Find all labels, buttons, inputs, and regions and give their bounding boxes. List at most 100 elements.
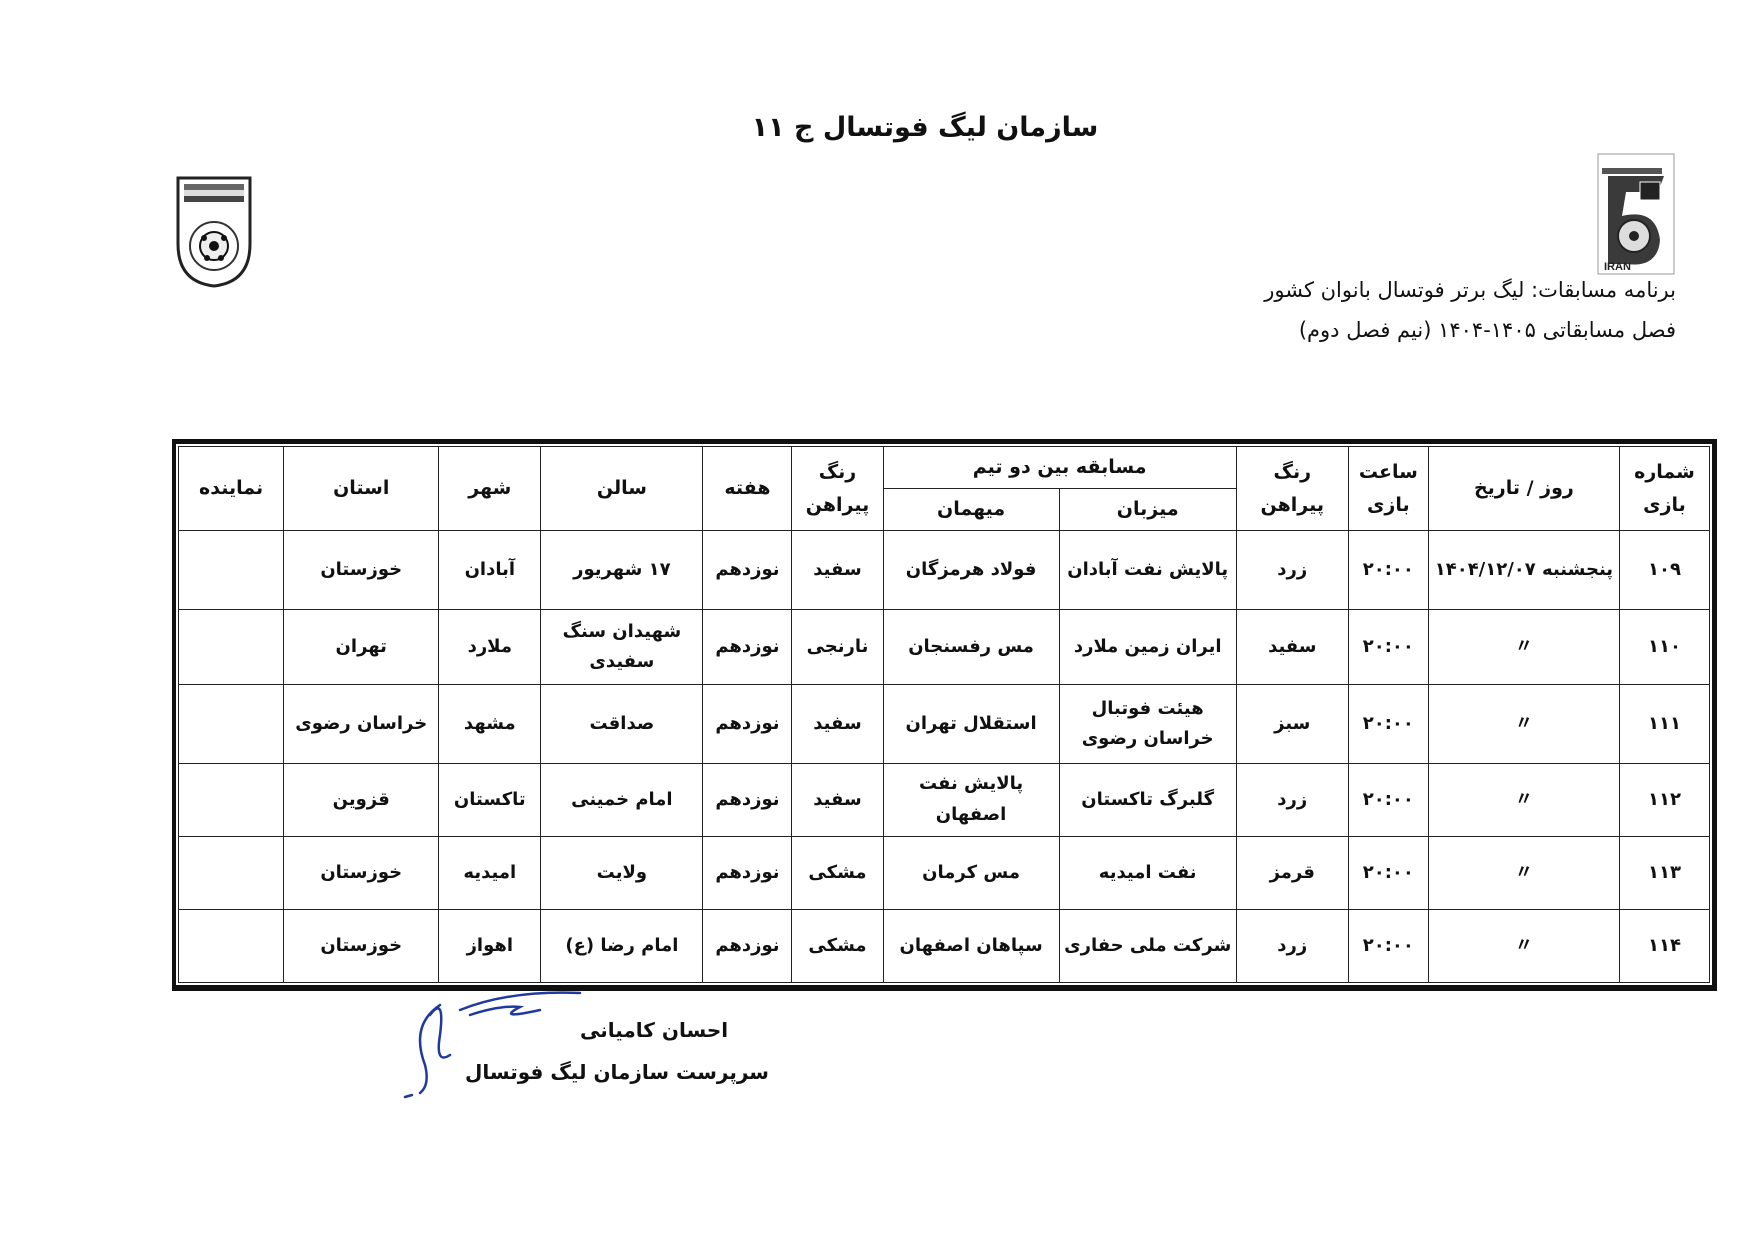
cell-date: 〃: [1427, 684, 1620, 765]
cell-game-no: ۱۱۴: [1618, 909, 1711, 983]
cell-guest: مس کرمان: [882, 835, 1060, 911]
cell-host: گلبرگ تاکستان: [1058, 763, 1237, 837]
cell-representative: [177, 909, 285, 983]
cell-host-shirt: سفید: [1235, 608, 1349, 686]
cell-hall: امام خمینی: [540, 763, 704, 837]
cell-host: شرکت ملی حفاری: [1058, 909, 1237, 983]
cell-week: نوزدهم: [702, 909, 793, 983]
header-representative: نماینده: [177, 446, 285, 531]
schedule-table-frame: شماره بازی روز / تاریخ ساعت بازی رنگ پیر…: [172, 439, 1717, 991]
cell-representative: [177, 763, 285, 837]
cell-representative: [177, 608, 285, 686]
cell-province: خوزستان: [283, 835, 440, 911]
header-match-group: مسابقه بین دو تیم: [882, 446, 1237, 489]
cell-host-shirt: زرد: [1235, 763, 1349, 837]
header-city: شهر: [438, 446, 542, 531]
cell-guest: استقلال تهران: [882, 684, 1060, 765]
program-line: برنامه مسابقات: لیگ برتر فوتسال بانوان ک…: [1264, 278, 1676, 302]
cell-guest-shirt: سفید: [791, 763, 884, 837]
table-row: ۱۰۹ پنجشنبه ۱۴۰۴/۱۲/۰۷ ۲۰:۰۰ زرد پالایش نفت …: [177, 530, 1711, 610]
cell-host: ایران زمین ملارد: [1058, 608, 1237, 686]
cell-guest-shirt: سفید: [791, 530, 884, 610]
cell-hall: صداقت: [540, 684, 704, 765]
cell-guest: فولاد هرمزگان: [882, 530, 1060, 610]
cell-hall: ولایت: [540, 835, 704, 911]
schedule-table: شماره بازی روز / تاریخ ساعت بازی رنگ پیر…: [177, 446, 1711, 983]
cell-game-no: ۱۱۳: [1618, 835, 1711, 911]
cell-city: اهواز: [438, 909, 542, 983]
cell-week: نوزدهم: [702, 835, 793, 911]
cell-date: 〃: [1427, 909, 1620, 983]
cell-week: نوزدهم: [702, 608, 793, 686]
cell-game-no: ۱۱۱: [1618, 684, 1711, 765]
signatory-role: سرپرست سازمان لیگ فوتسال: [465, 1060, 769, 1084]
header-host-shirt: رنگ پیراهن: [1235, 446, 1349, 531]
cell-guest-shirt: سفید: [791, 684, 884, 765]
cell-province: قزوین: [283, 763, 440, 837]
header-game-no: شماره بازی: [1618, 446, 1711, 531]
header-hall: سالن: [540, 446, 704, 531]
cell-date: پنجشنبه ۱۴۰۴/۱۲/۰۷: [1427, 530, 1620, 610]
cell-guest-shirt: نارنجی: [791, 608, 884, 686]
cell-guest: مس رفسنجان: [882, 608, 1060, 686]
table-row: ۱۱۲ 〃 ۲۰:۰۰ زرد گلبرگ تاکستان پالایش نفت اصفه…: [177, 763, 1711, 837]
header-host: میزبان: [1058, 488, 1237, 531]
table-row: ۱۱۱ 〃 ۲۰:۰۰ سبز هیئت فوتبال خراسان رضوی استقل…: [177, 684, 1711, 765]
header-week: هفته: [702, 446, 793, 531]
cell-host: پالایش نفت آبادان: [1058, 530, 1237, 610]
page-title: سازمان لیگ فوتسال ج ۱۱: [751, 112, 1099, 143]
cell-representative: [177, 684, 285, 765]
cell-guest: پالایش نفت اصفهان: [882, 763, 1060, 837]
cell-date: 〃: [1427, 835, 1620, 911]
cell-province: خوزستان: [283, 530, 440, 610]
cell-time: ۲۰:۰۰: [1347, 835, 1429, 911]
futsal-league-logo: IRAN: [1597, 153, 1675, 275]
cell-host: نفت امیدیه: [1058, 835, 1237, 911]
cell-representative: [177, 835, 285, 911]
cell-city: آبادان: [438, 530, 542, 610]
cell-time: ۲۰:۰۰: [1347, 909, 1429, 983]
cell-time: ۲۰:۰۰: [1347, 530, 1429, 610]
svg-text:IRAN: IRAN: [1604, 261, 1631, 273]
cell-province: تهران: [283, 608, 440, 686]
cell-game-no: ۱۱۲: [1618, 763, 1711, 837]
cell-guest: سپاهان اصفهان: [882, 909, 1060, 983]
cell-guest-shirt: مشکی: [791, 835, 884, 911]
cell-representative: [177, 530, 285, 610]
cell-province: خوزستان: [283, 909, 440, 983]
header-date: روز / تاریخ: [1427, 446, 1620, 531]
table-row: ۱۱۰ 〃 ۲۰:۰۰ سفید ایران زمین ملارد مس رفسنجان ن…: [177, 608, 1711, 686]
cell-host-shirt: زرد: [1235, 530, 1349, 610]
cell-time: ۲۰:۰۰: [1347, 763, 1429, 837]
cell-week: نوزدهم: [702, 530, 793, 610]
cell-time: ۲۰:۰۰: [1347, 684, 1429, 765]
signatory-name: احسان کامیانی: [580, 1018, 729, 1042]
signature: [403, 991, 582, 1099]
cell-city: تاکستان: [438, 763, 542, 837]
cell-city: مشهد: [438, 684, 542, 765]
cell-game-no: ۱۱۰: [1618, 608, 1711, 686]
cell-host-shirt: زرد: [1235, 909, 1349, 983]
table-row: ۱۱۴ 〃 ۲۰:۰۰ زرد شرکت ملی حفاری سپاهان اصفهان م…: [177, 909, 1711, 983]
cell-hall: ۱۷ شهریور: [540, 530, 704, 610]
cell-date: 〃: [1427, 608, 1620, 686]
cell-host-shirt: قرمز: [1235, 835, 1349, 911]
cell-city: امیدیه: [438, 835, 542, 911]
cell-game-no: ۱۰۹: [1618, 530, 1711, 610]
cell-hall: امام رضا (ع): [540, 909, 704, 983]
cell-week: نوزدهم: [702, 763, 793, 837]
cell-guest-shirt: مشکی: [791, 909, 884, 983]
cell-host-shirt: سبز: [1235, 684, 1349, 765]
header-time: ساعت بازی: [1347, 446, 1429, 531]
cell-date: 〃: [1427, 763, 1620, 837]
header-province: استان: [283, 446, 440, 531]
football-federation-logo: [176, 176, 252, 288]
cell-city: ملارد: [438, 608, 542, 686]
season-line: فصل مسابقاتی ۱۴۰۵-۱۴۰۴ (نیم فصل دوم): [1298, 318, 1676, 342]
cell-province: خراسان رضوی: [283, 684, 440, 765]
cell-time: ۲۰:۰۰: [1347, 608, 1429, 686]
header-guest: میهمان: [882, 488, 1060, 531]
cell-host: هیئت فوتبال خراسان رضوی: [1058, 684, 1237, 765]
cell-hall: شهیدان سنگ سفیدی: [540, 608, 704, 686]
header-guest-shirt: رنگ پیراهن: [791, 446, 884, 531]
